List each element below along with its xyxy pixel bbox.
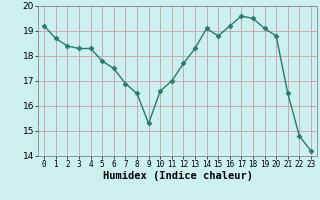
X-axis label: Humidex (Indice chaleur): Humidex (Indice chaleur) [103, 171, 252, 181]
